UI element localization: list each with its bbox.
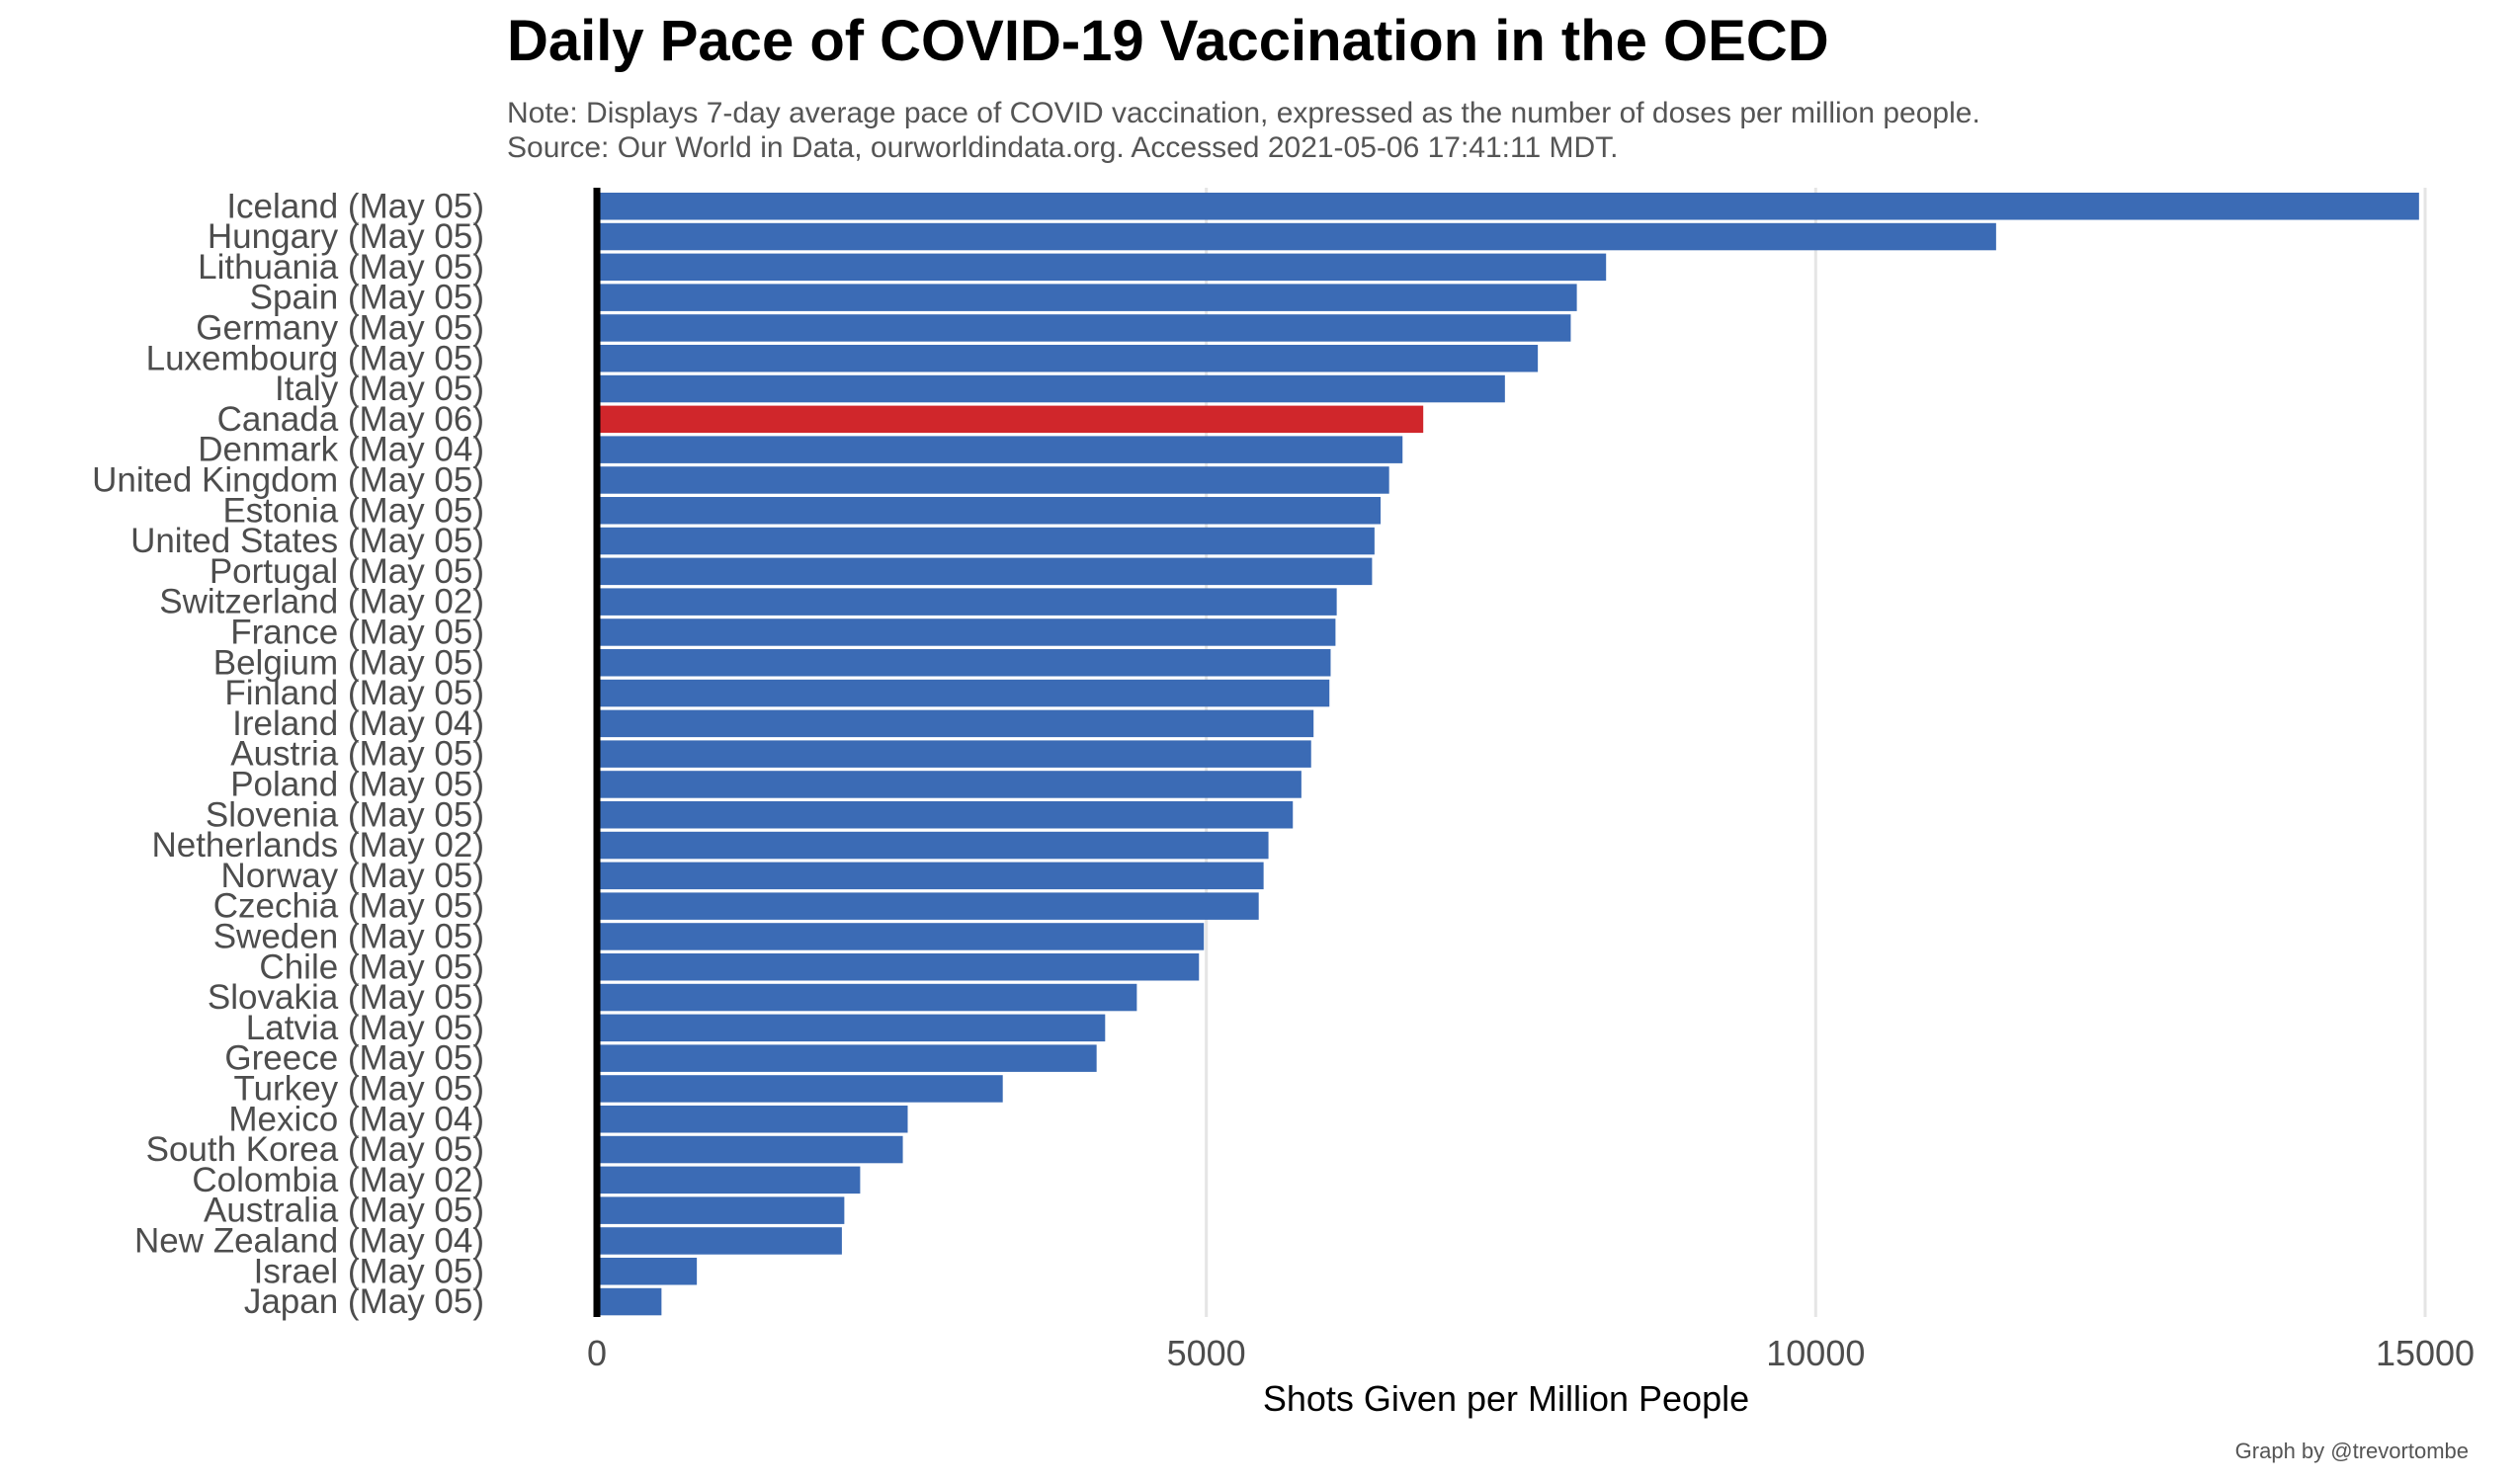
category-label: Switzerland (May 02) — [159, 583, 484, 621]
bar — [597, 374, 1505, 403]
category-label: Lithuania (May 05) — [198, 248, 484, 287]
category-label: Colombia (May 02) — [192, 1161, 484, 1199]
bar — [597, 801, 1294, 829]
bar — [597, 527, 1375, 555]
bar — [597, 497, 1382, 525]
bar — [597, 284, 1577, 311]
x-tick-label: 0 — [587, 1333, 607, 1373]
bar — [597, 222, 1996, 251]
bar — [597, 1287, 662, 1316]
bar — [597, 193, 2419, 220]
x-tick-label: 10000 — [1766, 1333, 1865, 1373]
bar — [597, 1044, 1097, 1072]
bar — [597, 557, 1373, 586]
bar — [597, 1014, 1106, 1042]
bar — [597, 1196, 845, 1224]
bar — [597, 831, 1269, 860]
category-label: Hungary (May 05) — [208, 217, 484, 256]
category-label: Spain (May 05) — [250, 279, 484, 317]
bar — [597, 588, 1337, 616]
category-label: South Korea (May 05) — [146, 1130, 484, 1169]
category-label: Turkey (May 05) — [234, 1069, 484, 1108]
bar — [597, 1227, 842, 1255]
bar — [597, 679, 1330, 707]
category-label: New Zealand (May 04) — [134, 1221, 484, 1260]
category-label: France (May 05) — [230, 613, 484, 651]
bar — [597, 1258, 698, 1285]
category-label: Estonia (May 05) — [222, 491, 484, 530]
category-label: Italy (May 05) — [275, 370, 484, 408]
category-label: Portugal (May 05) — [210, 552, 484, 591]
bars — [597, 193, 2419, 1316]
bar — [597, 1166, 861, 1194]
bar — [597, 923, 1205, 950]
category-label: Belgium (May 05) — [213, 643, 484, 682]
category-label: United Kingdom (May 05) — [92, 460, 484, 499]
bar — [597, 405, 1424, 434]
chart-note: Note: Displays 7-day average pace of COV… — [507, 97, 1980, 129]
bar — [597, 983, 1137, 1012]
category-label: Netherlands (May 02) — [151, 826, 484, 864]
chart-title: Daily Pace of COVID-19 Vaccination in th… — [507, 9, 1829, 73]
category-label: Mexico (May 04) — [228, 1100, 484, 1138]
bar — [597, 953, 1200, 981]
x-tick-labels: 0 5000 10000 15000 — [587, 1333, 2475, 1373]
bar — [597, 1075, 1003, 1103]
bar — [597, 771, 1302, 798]
bar — [597, 892, 1259, 920]
category-label: Czechia (May 05) — [213, 887, 484, 926]
bar — [597, 466, 1389, 494]
category-label: Iceland (May 05) — [226, 187, 484, 225]
category-label: Poland (May 05) — [230, 765, 484, 803]
category-label: United States (May 05) — [130, 522, 484, 560]
bar — [597, 345, 1539, 372]
category-label: Israel (May 05) — [254, 1252, 484, 1290]
bar — [597, 314, 1571, 342]
category-label: Finland (May 05) — [224, 674, 484, 712]
bar — [597, 862, 1264, 890]
category-label: Luxembourg (May 05) — [146, 339, 484, 377]
bar — [597, 740, 1311, 768]
category-label: Greece (May 05) — [224, 1039, 484, 1078]
chart-source: Source: Our World in Data, ourworldindat… — [507, 131, 1619, 164]
category-label: Canada (May 06) — [217, 400, 484, 439]
category-label: Ireland (May 04) — [232, 704, 484, 743]
category-label: Germany (May 05) — [196, 308, 484, 347]
category-label: Latvia (May 05) — [246, 1009, 484, 1047]
category-label: Sweden (May 05) — [213, 917, 484, 955]
category-label: Chile (May 05) — [259, 947, 484, 986]
bar — [597, 618, 1336, 646]
category-labels: Iceland (May 05)Hungary (May 05)Lithuani… — [92, 187, 484, 1321]
bar — [597, 649, 1331, 677]
x-tick-label: 5000 — [1167, 1333, 1246, 1373]
bar — [597, 1135, 903, 1164]
category-label: Denmark (May 04) — [198, 431, 484, 469]
category-label: Slovakia (May 05) — [208, 978, 484, 1017]
category-label: Norway (May 05) — [221, 857, 484, 895]
bar — [597, 253, 1607, 282]
category-label: Australia (May 05) — [204, 1192, 484, 1230]
x-tick-label: 15000 — [2376, 1333, 2475, 1373]
x-axis-title: Shots Given per Million People — [1263, 1378, 1749, 1419]
bar — [597, 436, 1403, 463]
category-label: Japan (May 05) — [244, 1282, 484, 1321]
graph-credit: Graph by @trevortombe — [2234, 1439, 2469, 1463]
category-label: Austria (May 05) — [230, 735, 484, 774]
bar — [597, 1106, 908, 1133]
bar — [597, 709, 1314, 738]
category-label: Slovenia (May 05) — [206, 795, 484, 834]
